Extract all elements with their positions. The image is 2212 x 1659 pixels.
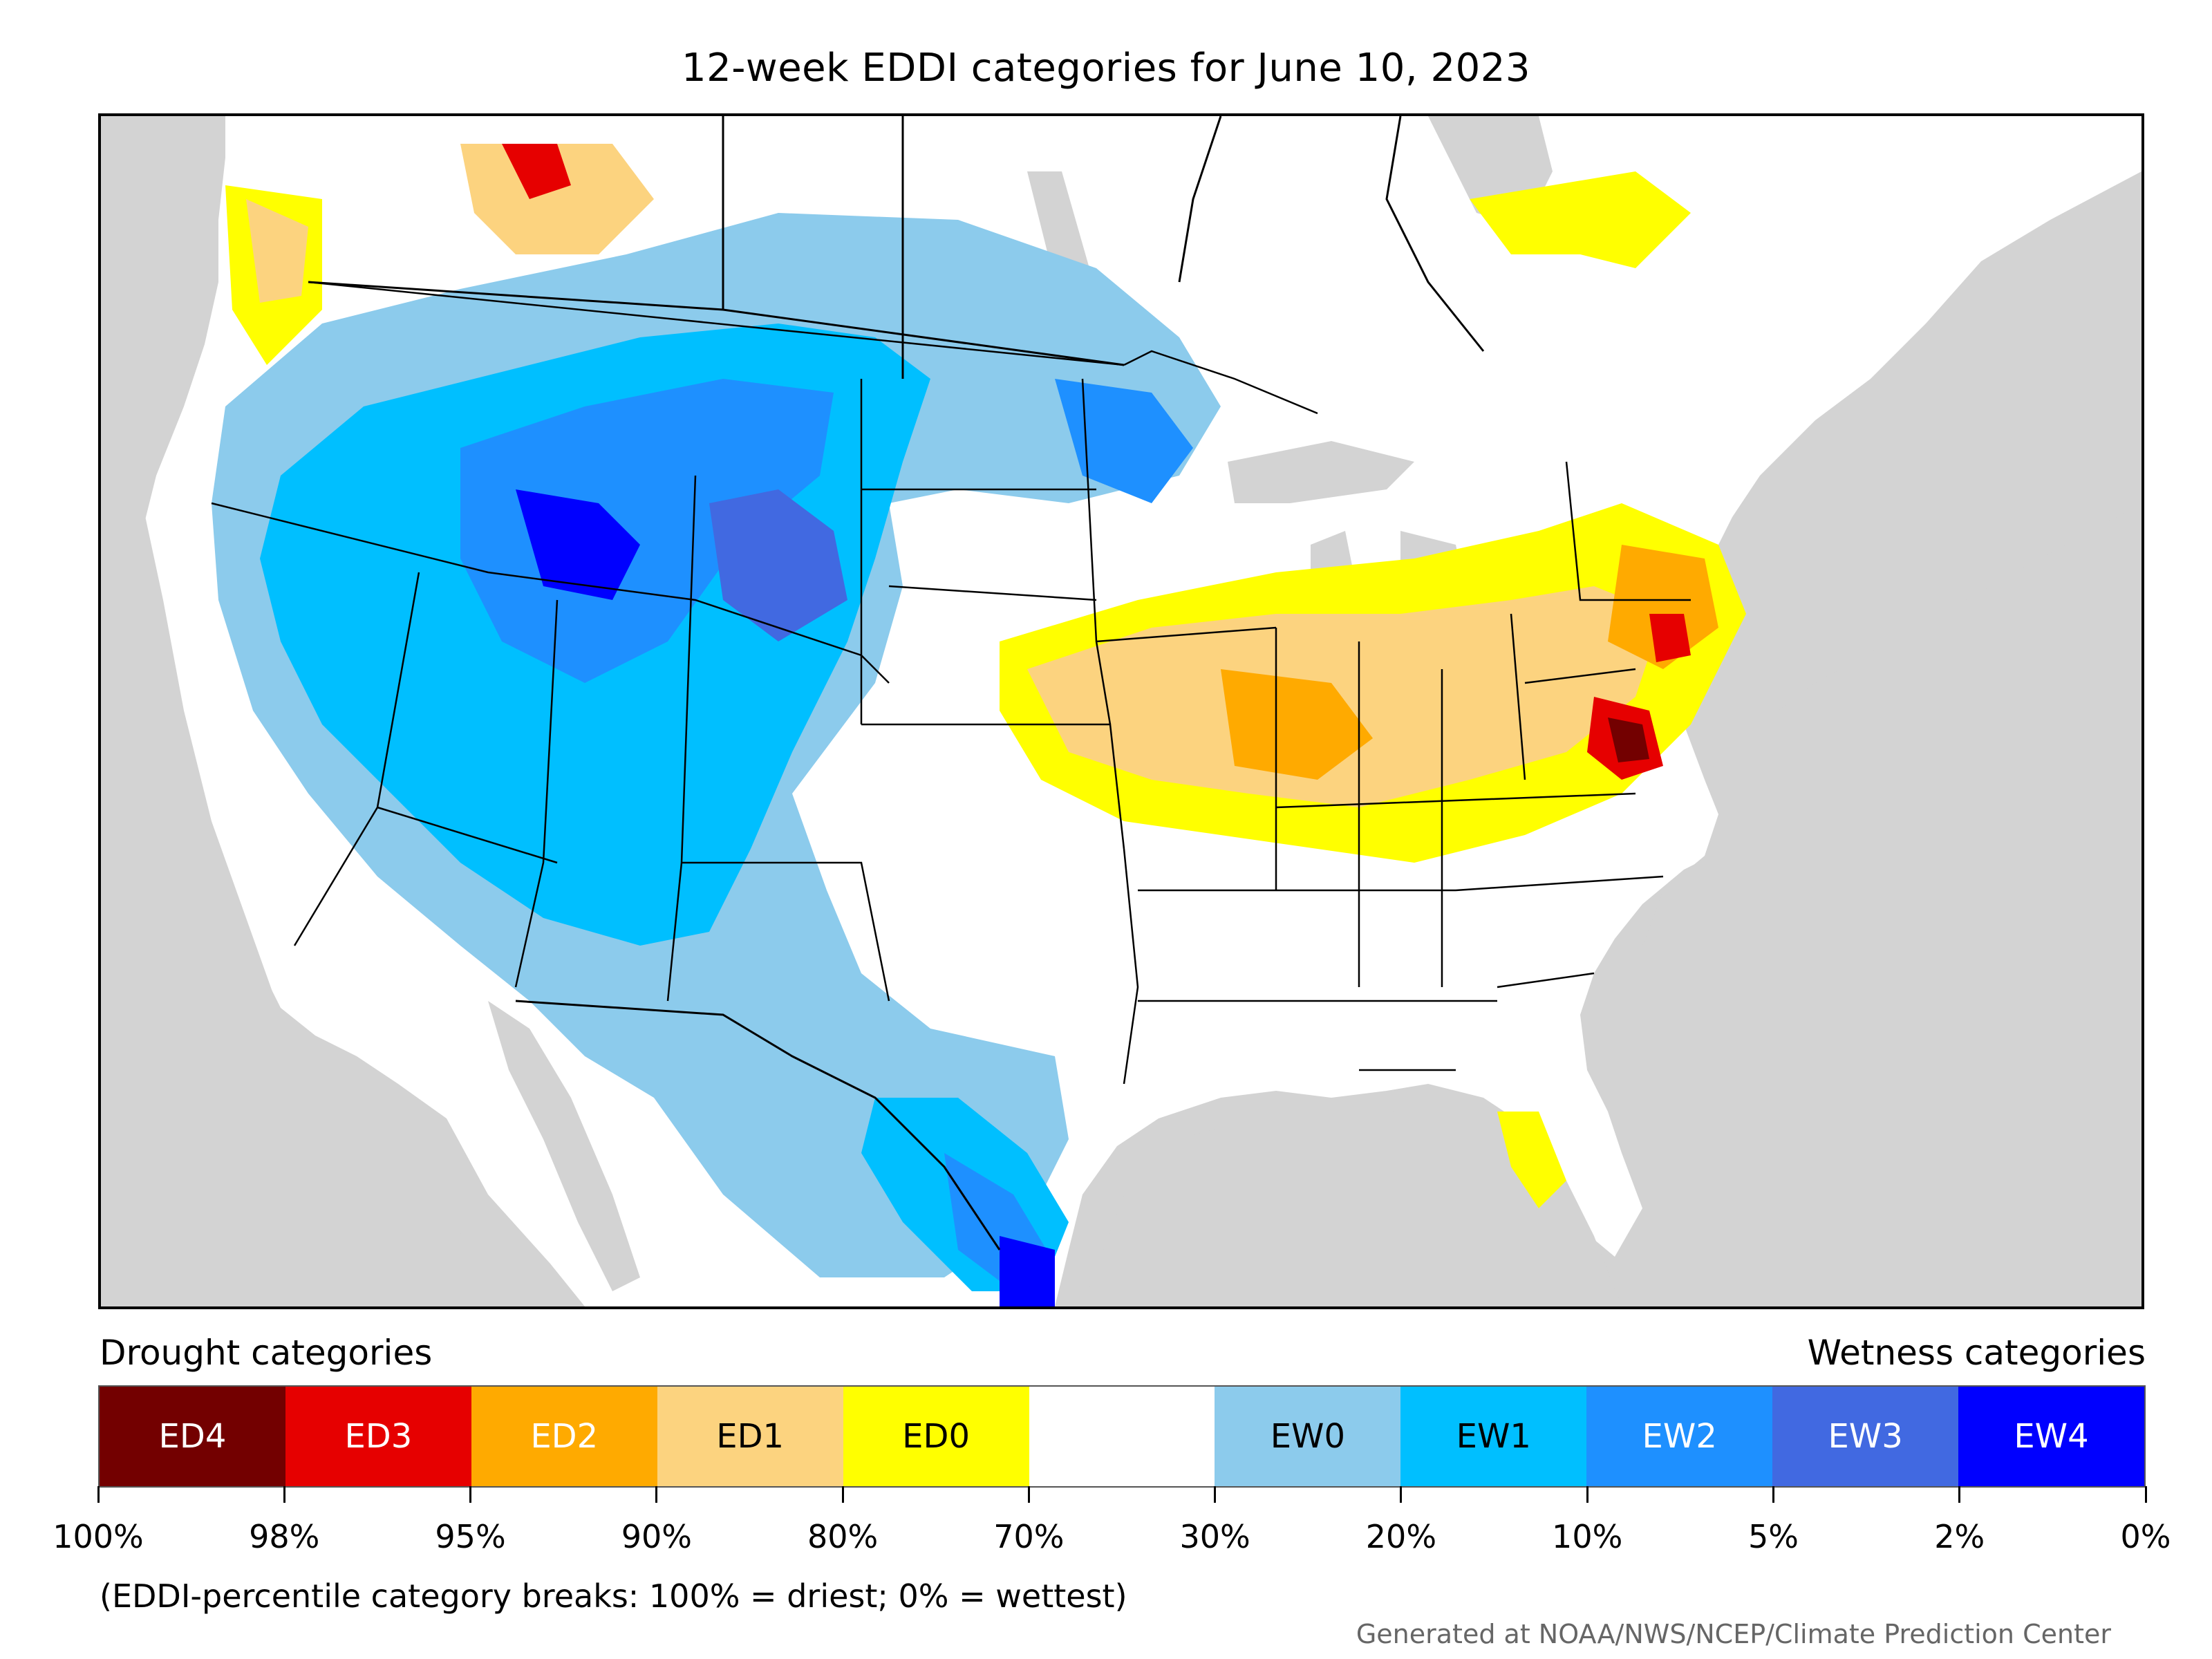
ed2-region-northeast <box>1608 545 1718 669</box>
colorbar-cell-ed4: ED4 <box>100 1387 285 1486</box>
colorbar-tick-label: 90% <box>621 1518 692 1555</box>
category-colorbar: ED4 ED3 ED2 ED1 ED0 EW0 EW1 EW2 EW3 EW4 <box>98 1385 2146 1488</box>
country-boundaries <box>308 116 1485 1250</box>
colorbar-tick-label: 80% <box>807 1518 879 1555</box>
colorbar-tick-label: 20% <box>1365 1518 1437 1555</box>
credit-line: Generated at NOAA/NWS/NCEP/Climate Predi… <box>1356 1619 2111 1649</box>
ew2-region-rockies <box>460 379 834 683</box>
eddi-map <box>98 113 2144 1309</box>
ed2-region-ohio-valley <box>1221 669 1373 780</box>
colorbar-tick <box>841 1486 844 1503</box>
colorbar-cell-ed0: ED0 <box>843 1387 1029 1486</box>
map-title: 12-week EDDI categories for June 10, 202… <box>681 46 1531 91</box>
ew4-region-texas-tip <box>1000 1236 1055 1306</box>
colorbar-cell-ew0: EW0 <box>1215 1387 1401 1486</box>
great-lakes-superior <box>1228 441 1414 503</box>
colorbar-tick <box>1027 1486 1030 1503</box>
atlantic-ocean <box>1622 503 2141 1306</box>
ed1-region-pnw <box>246 199 308 303</box>
percentile-note: (EDDI-percentile category breaks: 100% =… <box>100 1577 1127 1615</box>
colorbar-tick <box>469 1486 472 1503</box>
ed4-region-virginia <box>1608 718 1649 762</box>
ew3-region-wyoming <box>709 489 847 641</box>
ed0-region-florida <box>1497 1112 1566 1208</box>
gulf-of-mexico <box>1082 1112 1622 1306</box>
colorbar-cell-ew1: EW1 <box>1400 1387 1587 1486</box>
colorbar-tick <box>1586 1486 1588 1503</box>
colorbar-tick <box>1772 1486 1774 1503</box>
ed3-region-nj <box>1649 614 1691 662</box>
colorbar-cell-ed3: ED3 <box>285 1387 471 1486</box>
colorbar-tick-label: 100% <box>53 1518 144 1555</box>
drought-categories-heading: Drought categories <box>100 1333 433 1373</box>
ew2-region-plains <box>1055 379 1193 503</box>
ed1-region-midwest <box>1027 586 1663 807</box>
colorbar-cell-ed1: ED1 <box>657 1387 843 1486</box>
colorbar-cell-normal <box>1029 1387 1215 1486</box>
colorbar-tick <box>1400 1486 1403 1503</box>
colorbar-tick-label: 0% <box>2120 1518 2171 1555</box>
colorbar-tick <box>1958 1486 1961 1503</box>
colorbar-tick <box>97 1486 100 1503</box>
ed1-region-bc <box>460 144 654 254</box>
state-boundaries <box>211 281 1691 1085</box>
colorbar-cell-ed2: ED2 <box>471 1387 657 1486</box>
ed0-region-canada-east <box>1470 171 1691 268</box>
colorbar-tick <box>655 1486 658 1503</box>
colorbar-tick <box>283 1486 285 1503</box>
colorbar-tick-label: 70% <box>993 1518 1065 1555</box>
colorbar-tick <box>1214 1486 1217 1503</box>
colorbar-tick-label: 10% <box>1552 1518 1623 1555</box>
ed3-region-bc <box>502 144 571 199</box>
colorbar-tick-label: 5% <box>1747 1518 1799 1555</box>
wetness-categories-heading: Wetness categories <box>1807 1333 2146 1373</box>
ew4-region-idaho <box>516 489 640 600</box>
colorbar-tick-label: 30% <box>1179 1518 1250 1555</box>
gulf-of-california <box>488 1001 640 1291</box>
colorbar-cell-ew2: EW2 <box>1586 1387 1773 1486</box>
colorbar-cell-ew4: EW4 <box>1958 1387 2144 1486</box>
colorbar-tick-label: 2% <box>1934 1518 1985 1555</box>
map-canvas <box>101 116 2141 1306</box>
colorbar-ticks <box>0 1486 2212 1507</box>
colorbar-tick-label: 98% <box>249 1518 320 1555</box>
pacific-ocean <box>101 213 488 1306</box>
colorbar-tick <box>2144 1486 2147 1503</box>
colorbar-cell-ew3: EW3 <box>1772 1387 1959 1486</box>
colorbar-tick-label: 95% <box>435 1518 506 1555</box>
